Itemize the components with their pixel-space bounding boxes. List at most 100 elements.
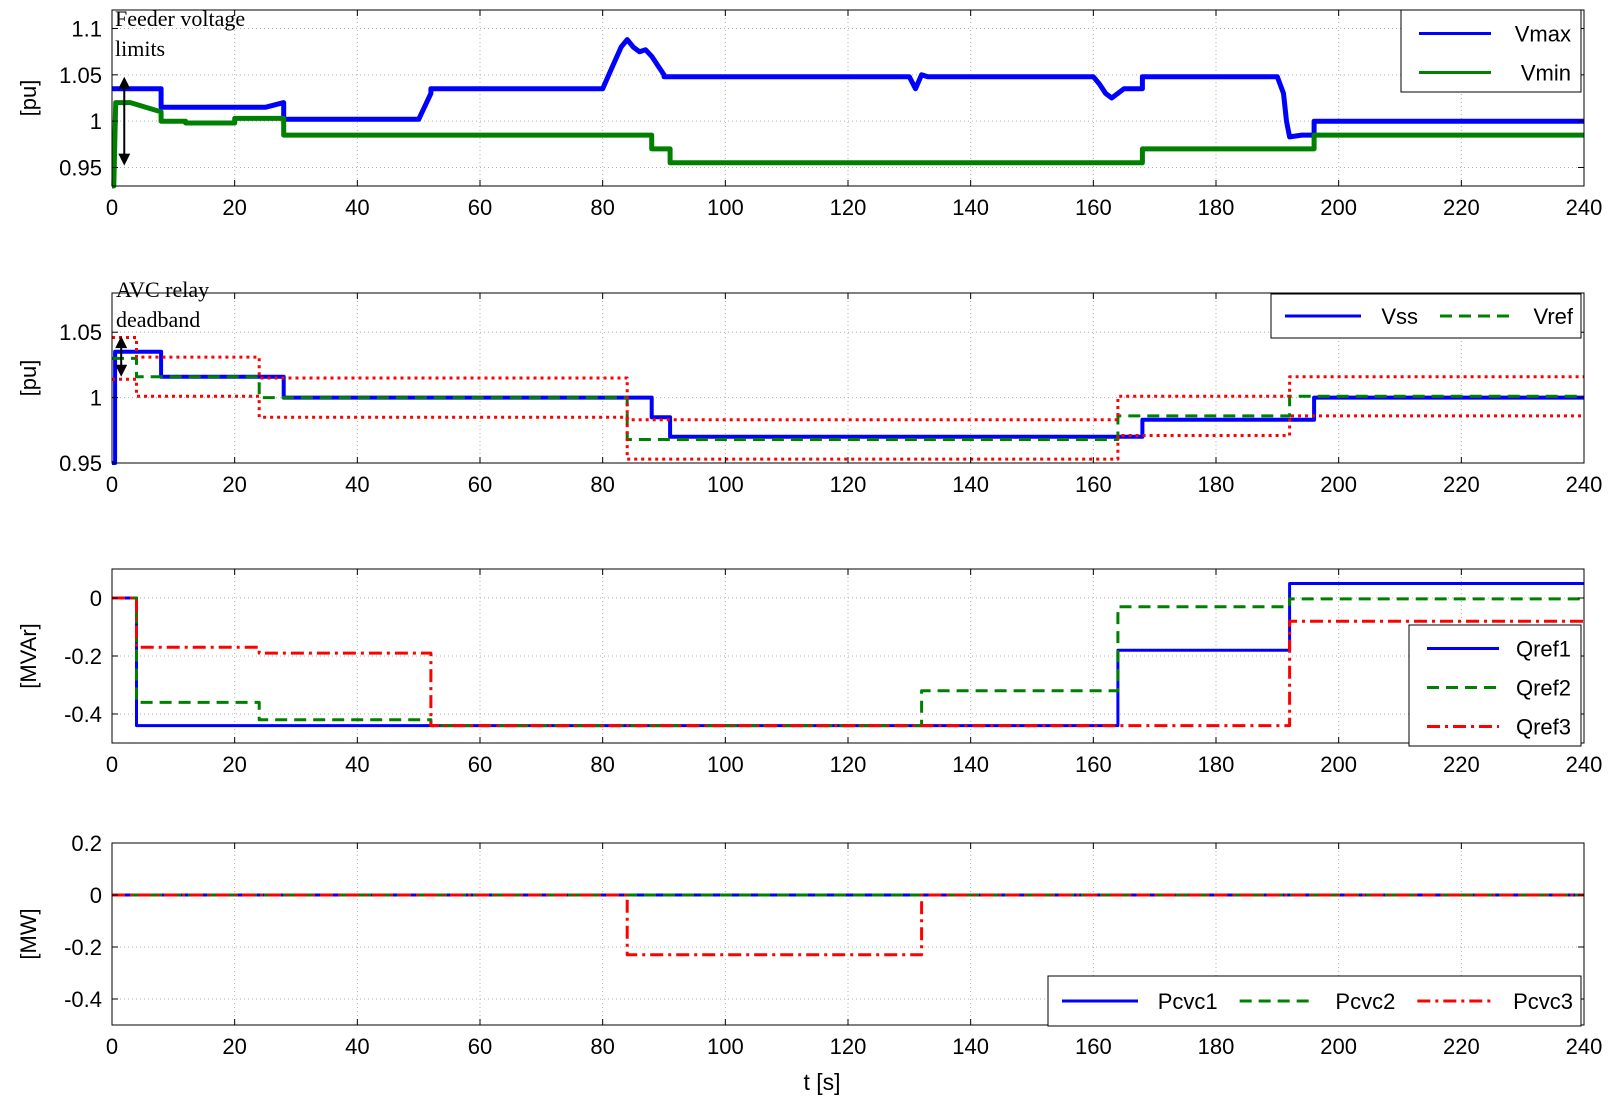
x-tick-label: 120 [830,1034,867,1059]
y-tick-label: -0.2 [64,644,102,669]
annotation-text: AVC relay [116,277,209,302]
y-tick-label: 1 [90,109,102,134]
x-tick-label: 0 [106,752,118,777]
legend-label: Vss [1381,304,1418,329]
x-tick-label: 60 [468,752,492,777]
x-tick-label: 240 [1566,1034,1603,1059]
x-tick-label: 200 [1320,752,1357,777]
x-tick-label: 220 [1443,752,1480,777]
x-tick-label: 100 [707,472,744,497]
y-tick-label: 1.1 [71,17,102,42]
chart-panel-1: 0 20 40 60 80 100 120 140 160 180 200 220 240 0.95 1 1.… [16,6,1602,220]
x-tick-label: 180 [1198,1034,1235,1059]
x-tick-label: 160 [1075,472,1112,497]
x-tick-label: 40 [345,1034,369,1059]
y-tick-label: 1.05 [59,63,102,88]
x-tick-label: 220 [1443,472,1480,497]
x-tick-label: 240 [1566,752,1603,777]
series-line-vss [112,349,1584,465]
legend: Pcvc1 Pcvc2 Pcvc3 [1047,975,1582,1027]
legend-label: Pcvc1 [1158,989,1218,1014]
annotation-arrow [118,76,131,166]
legend-label: Vmax [1515,22,1571,47]
x-tick-label: 20 [222,472,246,497]
x-tick-label: 80 [590,195,614,220]
y-tick-label: 0.2 [71,831,102,856]
x-tick-label: 40 [345,752,369,777]
figure-xlabel: t [s] [803,1069,840,1095]
y-tick-label: 0.95 [59,451,102,476]
x-tick-label: 0 [106,195,118,220]
x-tick-label: 40 [345,195,369,220]
legend-label: Qref2 [1516,676,1571,701]
x-tick-label: 140 [952,195,989,220]
legend: Qref1 Qref2 Qref3 [1408,624,1582,747]
legend: Vmax Vmin [1400,9,1582,93]
legend: Vss Vref [1270,293,1582,339]
x-tick-label: 200 [1320,195,1357,220]
x-tick-label: 220 [1443,195,1480,220]
x-tick-label: 0 [106,1034,118,1059]
x-tick-label: 140 [952,1034,989,1059]
x-tick-label: 120 [830,472,867,497]
legend-label: Qref1 [1516,637,1571,662]
x-tick-label: 180 [1198,195,1235,220]
x-tick-label: 160 [1075,752,1112,777]
x-tick-label: 240 [1566,195,1603,220]
x-tick-label: 20 [222,1034,246,1059]
x-tick-label: 60 [468,195,492,220]
x-tick-label: 60 [468,472,492,497]
chart-panel-3: 0 20 40 60 80 100 120 140 160 180 200 220 240 -0.4 -0.… [16,568,1603,777]
series-line-pcvc3 [112,893,1584,957]
legend-label: Pcvc2 [1335,989,1395,1014]
x-tick-label: 100 [707,752,744,777]
x-tick-label: 180 [1198,752,1235,777]
series-line-vmin [111,100,1584,189]
legend-label: Qref3 [1516,715,1571,740]
y-tick-label: -0.2 [64,935,102,960]
x-tick-label: 120 [830,195,867,220]
x-tick-label: 220 [1443,1034,1480,1059]
chart-panel-2: 0 20 40 60 80 100 120 140 160 180 200 220 240 0.95 1 1.… [16,277,1602,497]
x-tick-label: 140 [952,752,989,777]
legend-label: Vmin [1521,61,1571,86]
y-tick-label: 0.95 [59,155,102,180]
x-tick-label: 240 [1566,472,1603,497]
x-tick-label: 140 [952,472,989,497]
x-tick-label: 40 [345,472,369,497]
legend-label: Pcvc3 [1513,989,1573,1014]
y-tick-label: 1.05 [59,320,102,345]
y-axis-label: [pu] [16,360,41,397]
y-axis-label: [pu] [16,80,41,117]
y-tick-label: 0 [90,586,102,611]
annotation-text: deadband [116,307,200,332]
series-line-deadband-2 [112,336,1584,422]
y-tick-label: 0 [90,883,102,908]
x-tick-label: 180 [1198,472,1235,497]
x-tick-label: 100 [707,195,744,220]
x-tick-label: 200 [1320,1034,1357,1059]
y-tick-label: 1 [90,386,102,411]
y-axis-label: [MVAr] [16,623,41,689]
y-axis-label: [MW] [16,908,41,959]
series-line-qref3 [112,596,1584,728]
x-tick-label: 80 [590,1034,614,1059]
x-tick-label: 0 [106,472,118,497]
series-line-vmax [110,37,1584,140]
x-tick-label: 80 [590,472,614,497]
x-tick-label: 100 [707,1034,744,1059]
legend-box [1400,9,1582,93]
annotation-text: Feeder voltage [115,6,245,31]
y-tick-label: -0.4 [64,987,102,1012]
series-line-qref2 [112,596,1584,728]
x-tick-label: 20 [222,752,246,777]
series-line-deadband-3 [112,377,1584,461]
x-tick-label: 80 [590,752,614,777]
annotation-arrow [115,336,128,377]
x-tick-label: 200 [1320,472,1357,497]
chart-panel-4: 0 20 40 60 80 100 120 140 160 180 200 220 240 -0.4 -0.… [16,831,1602,1059]
annotation-text: limits [115,36,165,61]
x-tick-label: 20 [222,195,246,220]
